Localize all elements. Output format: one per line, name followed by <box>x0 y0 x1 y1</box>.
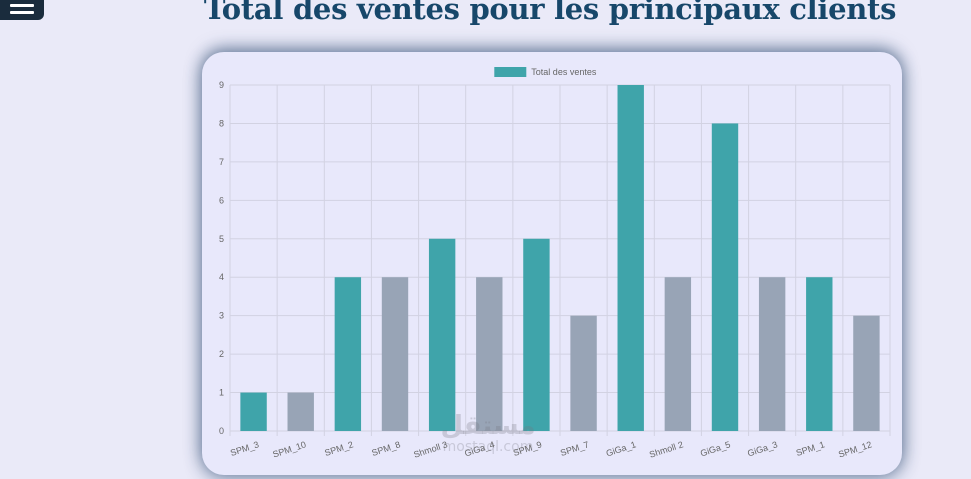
x-tick-label: Shmoll 3 <box>412 439 448 459</box>
y-tick-label: 6 <box>219 195 224 205</box>
x-tick-label: SPM_7 <box>559 439 590 458</box>
legend-swatch <box>494 67 527 77</box>
chart-card: 0 1 2 3 4 5 6 7 8 9 SPM_3 SPM_10 SPM_2 SPM_8 Shmoll 3 G… <box>202 52 902 475</box>
page-title: Total des ventes pour les principaux cli… <box>203 0 897 26</box>
bar <box>570 315 597 431</box>
x-tick-label: SPM_3 <box>229 439 260 458</box>
bar <box>664 277 692 431</box>
bar <box>287 392 314 431</box>
x-tick-label: Shmoll 2 <box>648 439 684 459</box>
y-tick-label: 0 <box>219 426 224 436</box>
bar <box>617 85 644 431</box>
bar <box>806 277 833 431</box>
y-tick-label: 9 <box>219 80 224 90</box>
bar <box>476 277 503 431</box>
bar <box>428 238 456 431</box>
y-tick-label: 3 <box>219 311 224 321</box>
bar <box>381 277 409 431</box>
x-tick-label: SPM_10 <box>271 439 307 459</box>
menu-button[interactable] <box>0 0 44 20</box>
x-tick-label: SPM_8 <box>370 439 401 458</box>
x-tick-label: GiGa_5 <box>699 439 732 458</box>
y-tick-label: 4 <box>219 272 224 282</box>
bar <box>853 315 880 431</box>
hamburger-menu-icon-bar <box>10 4 34 7</box>
y-tick-label: 1 <box>219 388 224 398</box>
x-tick-label: SPM_2 <box>323 439 354 458</box>
x-tick-label: GiGa_4 <box>463 439 496 458</box>
y-tick-label: 2 <box>219 349 224 359</box>
x-tick-label: GiGa_3 <box>746 439 779 458</box>
bar <box>758 277 786 431</box>
bars <box>240 85 880 431</box>
x-tick-label: SPM_9 <box>512 439 543 458</box>
x-tick-label: SPM_12 <box>837 439 873 459</box>
x-tick-label: SPM_1 <box>795 439 826 458</box>
x-tick-label: GiGa_1 <box>605 439 638 458</box>
hamburger-menu-icon-bar <box>10 11 34 14</box>
legend[interactable]: Total des ventes <box>494 67 597 77</box>
y-tick-label: 5 <box>219 234 224 244</box>
y-tick-label: 8 <box>219 118 224 128</box>
bar <box>334 277 362 431</box>
grid-lines <box>229 84 891 436</box>
bar <box>240 392 267 431</box>
y-tick-label: 7 <box>219 157 224 167</box>
bar <box>523 238 550 431</box>
legend-label: Total des ventes <box>531 67 597 77</box>
bar-chart: 0 1 2 3 4 5 6 7 8 9 SPM_3 SPM_10 SPM_2 SPM_8 Shmoll 3 G… <box>219 67 891 460</box>
bar <box>711 123 739 431</box>
